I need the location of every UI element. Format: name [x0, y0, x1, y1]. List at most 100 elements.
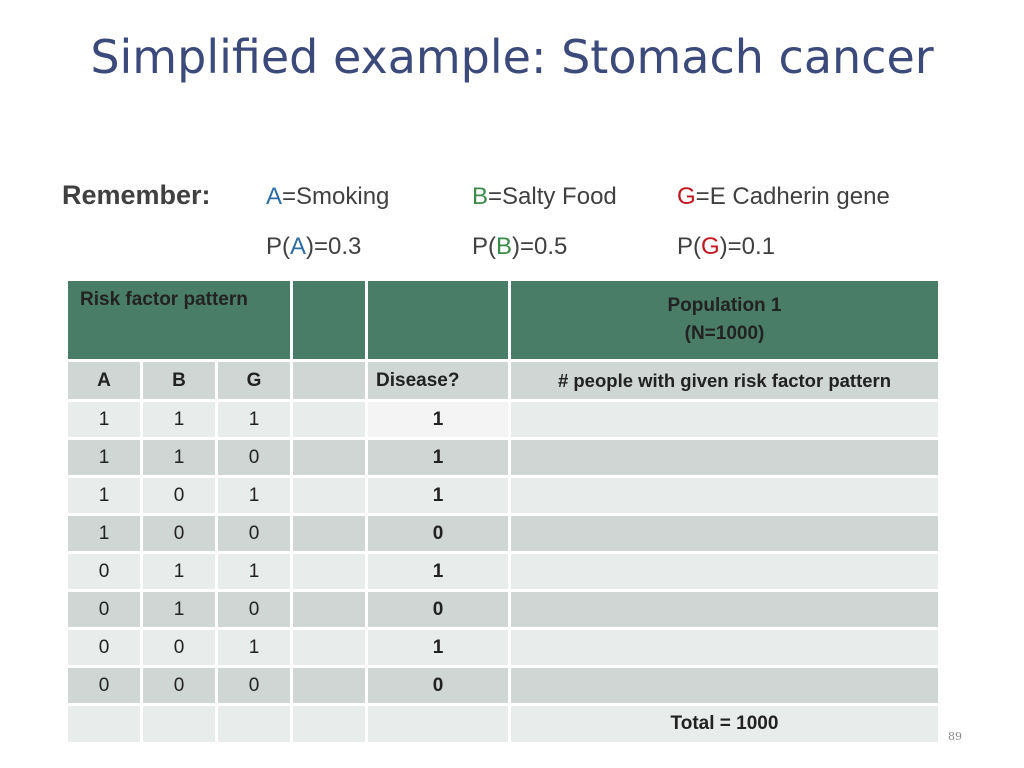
cell-people[interactable] [508, 475, 941, 516]
cell-disease: 1 [365, 627, 511, 668]
definition-b: B=Salty Food [472, 183, 617, 211]
cell-empty [290, 665, 368, 706]
prob-letter-g: G [701, 233, 720, 260]
cell-empty [290, 627, 368, 668]
cell-empty [215, 703, 293, 745]
prob-b-prefix: P( [472, 233, 496, 260]
column-header-row: A B G Disease? # people with given risk … [65, 359, 941, 402]
table-row: 1 1 1 1 [65, 399, 941, 440]
col-header-empty [290, 359, 368, 402]
col-header-people: # people with given risk factor pattern [508, 359, 941, 402]
total-row: Total = 1000 [65, 703, 941, 745]
cell-a: 0 [65, 627, 143, 668]
cell-b: 1 [140, 399, 218, 440]
definition-g-text: =E Cadherin gene [695, 183, 890, 210]
col-header-g: G [215, 359, 293, 402]
cell-a: 0 [65, 589, 143, 630]
prob-g-prefix: P( [677, 233, 701, 260]
cell-a: 0 [65, 665, 143, 706]
cell-people[interactable] [508, 665, 941, 706]
prob-a-value: )=0.3 [306, 233, 362, 260]
cell-disease: 0 [365, 589, 511, 630]
cell-b: 0 [140, 513, 218, 554]
risk-factor-pattern-header: Risk factor pattern [65, 278, 293, 362]
cell-a: 1 [65, 513, 143, 554]
cell-disease: 1 [365, 475, 511, 516]
prob-g-value: )=0.1 [719, 233, 776, 260]
empty-header-cell [290, 278, 368, 362]
cell-g: 1 [215, 399, 293, 440]
table-row: 1 0 0 0 [65, 513, 941, 554]
definition-g: G=E Cadherin gene [677, 183, 890, 211]
table-row: 0 0 0 0 [65, 665, 941, 706]
cell-g: 0 [215, 513, 293, 554]
definition-b-text: =Salty Food [488, 183, 617, 210]
cell-empty [290, 399, 368, 440]
cell-empty [290, 551, 368, 592]
page-number: 89 [948, 730, 962, 743]
cell-g: 1 [215, 551, 293, 592]
cell-disease: 0 [365, 665, 511, 706]
slide-title: Simplified example: Stomach cancer [90, 30, 934, 84]
cell-people[interactable] [508, 551, 941, 592]
empty-header-cell [365, 278, 511, 362]
prob-letter-b: B [496, 233, 513, 260]
total-cell: Total = 1000 [508, 703, 941, 745]
population-header: Population 1 (N=1000) [508, 278, 941, 362]
cell-people[interactable] [508, 589, 941, 630]
prob-letter-a: A [290, 233, 307, 260]
cell-b: 0 [140, 665, 218, 706]
col-header-disease: Disease? [365, 359, 511, 402]
table-row: 1 0 1 1 [65, 475, 941, 516]
cell-people[interactable] [508, 437, 941, 478]
remember-label: Remember: [62, 180, 211, 210]
cell-empty [290, 589, 368, 630]
probability-g: P(G)=0.1 [677, 233, 775, 261]
cell-disease: 0 [365, 513, 511, 554]
cell-g: 1 [215, 475, 293, 516]
cell-b: 1 [140, 551, 218, 592]
probability-a: P(A)=0.3 [266, 233, 361, 261]
cell-b: 0 [140, 627, 218, 668]
cell-a: 0 [65, 551, 143, 592]
cell-g: 0 [215, 665, 293, 706]
cell-g: 1 [215, 627, 293, 668]
letter-a: A [266, 183, 283, 210]
cell-disease: 1 [365, 551, 511, 592]
cell-g: 0 [215, 589, 293, 630]
cell-a: 1 [65, 437, 143, 478]
cell-disease: 1 [365, 437, 511, 478]
prob-b-value: )=0.5 [512, 233, 568, 260]
col-header-b: B [140, 359, 218, 402]
table-header-row: Risk factor pattern Population 1 (N=1000… [65, 278, 941, 362]
cell-b: 1 [140, 589, 218, 630]
cell-disease: 1 [365, 399, 511, 440]
cell-a: 1 [65, 399, 143, 440]
cell-g: 0 [215, 437, 293, 478]
cell-empty [365, 703, 511, 745]
cell-b: 0 [140, 475, 218, 516]
cell-empty [290, 437, 368, 478]
cell-people[interactable] [508, 513, 941, 554]
cell-people[interactable] [508, 399, 941, 440]
prob-a-prefix: P( [266, 233, 290, 260]
cell-empty [290, 513, 368, 554]
col-header-a: A [65, 359, 143, 402]
cell-empty [290, 475, 368, 516]
cell-empty [65, 703, 143, 745]
table-row: 0 1 0 0 [65, 589, 941, 630]
cell-a: 1 [65, 475, 143, 516]
table-row: 0 0 1 1 [65, 627, 941, 668]
definition-a: A=Smoking [266, 183, 389, 211]
risk-factor-table: Risk factor pattern Population 1 (N=1000… [65, 278, 941, 745]
cell-people[interactable] [508, 627, 941, 668]
cell-empty [290, 703, 368, 745]
definition-a-text: =Smoking [282, 183, 390, 210]
letter-g: G [677, 183, 696, 210]
population-title: Population 1 [667, 295, 782, 316]
letter-b: B [472, 183, 489, 210]
probability-b: P(B)=0.5 [472, 233, 567, 261]
cell-b: 1 [140, 437, 218, 478]
table-row: 1 1 0 1 [65, 437, 941, 478]
table-row: 0 1 1 1 [65, 551, 941, 592]
